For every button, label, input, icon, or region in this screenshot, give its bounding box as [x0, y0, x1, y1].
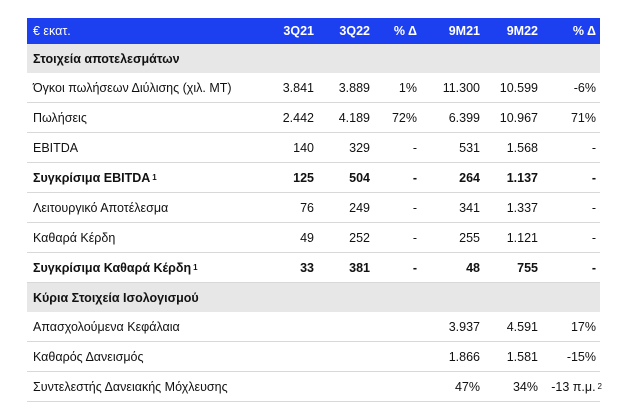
cell-value: 249 — [349, 200, 370, 215]
cell-value-text: -13 π.μ. — [551, 379, 596, 394]
row-label-text: Συγκρίσιμα Καθαρά Κέρδη — [33, 260, 192, 275]
financial-table: € εκατ. 3Q21 3Q22 % Δ 9M21 9M22 % Δ Στοι… — [27, 18, 602, 402]
cell-value: 3.841 — [282, 80, 314, 95]
cell-value: 71% — [570, 110, 596, 125]
table-row: Συντελεστής Δανειακής Μόχλευσης 47% 34% -13… — [27, 372, 602, 402]
cell-value: 125 — [293, 170, 314, 185]
cell-value: 1.137 — [506, 170, 538, 185]
section-title: Στοιχεία αποτελεσμάτων — [33, 51, 180, 66]
cell-value: - — [412, 140, 417, 155]
cell-value: 140 — [293, 140, 314, 155]
row-label: Συγκρίσιμα EBITDA 1 — [33, 170, 157, 185]
cell-value: 4.591 — [506, 319, 538, 334]
header-col-9m22: 9M22 — [506, 24, 538, 38]
row-label-text: EBITDA — [33, 140, 79, 155]
cell-value: 33 — [300, 260, 314, 275]
cell-value: 2.442 — [282, 110, 314, 125]
cell-value: 1% — [398, 80, 417, 95]
row-label: Λειτουργικό Αποτέλεσμα — [33, 193, 168, 222]
cell-value: - — [412, 170, 417, 185]
row-label: Καθαρά Κέρδη — [33, 223, 115, 252]
cell-value: 381 — [349, 260, 370, 275]
cell-value: 1.581 — [506, 349, 538, 364]
section-title: Κύρια Στοιχεία Ισολογισμού — [33, 290, 199, 305]
cell-value: - — [591, 260, 596, 275]
table-row: Όγκοι πωλήσεων Διύλισης (χιλ. ΜΤ) 3.841 3.… — [27, 73, 600, 103]
cell-value: - — [591, 200, 596, 215]
cell-value: 34% — [512, 379, 538, 394]
balance-body: Απασχολούμενα Κεφάλαια 3.937 4.591 17% Καθαρ… — [27, 312, 602, 402]
row-label: Συντελεστής Δανειακής Μόχλευσης — [33, 379, 228, 394]
row-label: Όγκοι πωλήσεων Διύλισης (χιλ. ΜΤ) — [33, 73, 232, 102]
cell-value: 264 — [459, 170, 480, 185]
cell-value: 47% — [454, 379, 480, 394]
table-row: Συγκρίσιμα EBITDA 1 125 504 - 264 1.137 - — [27, 163, 600, 193]
cell-value: 1.866 — [448, 349, 480, 364]
cell-value: 3.937 — [448, 319, 480, 334]
row-label-text: Πωλήσεις — [33, 110, 87, 125]
row-label: Απασχολούμενα Κεφάλαια — [33, 319, 180, 334]
cell-value: 341 — [459, 200, 480, 215]
cell-value: 48 — [466, 260, 480, 275]
cell-value: 10.967 — [499, 110, 538, 125]
cell-value: -6% — [573, 80, 596, 95]
cell-value: 72% — [391, 110, 417, 125]
cell-value: 3.889 — [338, 80, 370, 95]
table-row: Καθαρός Δανεισμός 1.866 1.581 -15% — [27, 342, 600, 372]
cell-value: 17% — [570, 319, 596, 334]
cell-value: 1.121 — [506, 230, 538, 245]
cell-value: - — [591, 170, 596, 185]
table-row: Καθαρά Κέρδη 49 252 - 255 1.121 - — [27, 223, 600, 253]
cell-value: - — [412, 200, 417, 215]
row-label: Πωλήσεις — [33, 103, 87, 132]
cell-value: 329 — [349, 140, 370, 155]
cell-value: 11.300 — [442, 80, 480, 95]
results-body: Όγκοι πωλήσεων Διύλισης (χιλ. ΜΤ) 3.841 3.… — [27, 73, 600, 283]
header-col-9m-change: % Δ — [572, 24, 596, 38]
header-col-3q21: 3Q21 — [283, 24, 314, 38]
cell-value: 49 — [300, 230, 314, 245]
row-label-text: Λειτουργικό Αποτέλεσμα — [33, 200, 169, 215]
cell-value: - — [412, 260, 417, 275]
cell-value: 4.189 — [338, 110, 370, 125]
row-label: Καθαρός Δανεισμός — [33, 349, 144, 364]
cell-value: 252 — [349, 230, 370, 245]
table-row: Πωλήσεις 2.442 4.189 72% 6.399 10.967 71% — [27, 103, 600, 133]
table-row: Λειτουργικό Αποτέλεσμα 76 249 - 341 1.337 - — [27, 193, 600, 223]
header-col-q-change: % Δ — [393, 24, 417, 38]
row-label-text: Συγκρίσιμα EBITDA — [33, 170, 151, 185]
cell-value: -13 π.μ. 2 — [551, 379, 602, 394]
section-results-header: Στοιχεία αποτελεσμάτων — [27, 44, 600, 73]
cell-value: 76 — [300, 200, 314, 215]
header-unit-label: € εκατ. — [33, 24, 71, 38]
cell-value: 255 — [459, 230, 480, 245]
row-label: Συγκρίσιμα Καθαρά Κέρδη 1 — [33, 260, 198, 275]
cell-value: 1.568 — [506, 140, 538, 155]
row-label-text: Καθαρά Κέρδη — [33, 230, 116, 245]
cell-value: - — [412, 230, 417, 245]
cell-value: 1.337 — [506, 200, 538, 215]
cell-value: 755 — [517, 260, 538, 275]
header-col-9m21: 9M21 — [448, 24, 480, 38]
table-row: Απασχολούμενα Κεφάλαια 3.937 4.591 17% — [27, 312, 600, 342]
table-header-row: € εκατ. 3Q21 3Q22 % Δ 9M21 9M22 % Δ — [27, 18, 600, 44]
table-row: Συγκρίσιμα Καθαρά Κέρδη 1 33 381 - 48 755 - — [27, 253, 600, 283]
cell-value: 10.599 — [499, 80, 538, 95]
row-label: EBITDA — [33, 133, 78, 162]
section-balance-header: Κύρια Στοιχεία Ισολογισμού — [27, 283, 600, 312]
cell-value: 6.399 — [448, 110, 480, 125]
cell-value: - — [591, 140, 596, 155]
cell-value: - — [591, 230, 596, 245]
header-col-3q22: 3Q22 — [339, 24, 370, 38]
cell-value: -15% — [566, 349, 596, 364]
cell-value: 531 — [459, 140, 480, 155]
row-label-text: Όγκοι πωλήσεων Διύλισης (χιλ. ΜΤ) — [33, 80, 232, 95]
table-row: EBITDA 140 329 - 531 1.568 - — [27, 133, 600, 163]
cell-value: 504 — [349, 170, 370, 185]
